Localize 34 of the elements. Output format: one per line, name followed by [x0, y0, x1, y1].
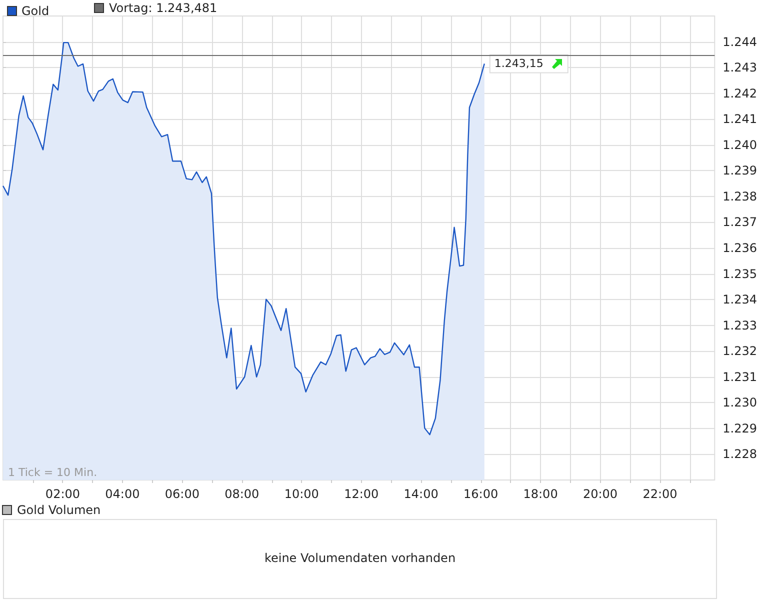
text: keine Volumendaten vorhanden — [263, 551, 457, 565]
x-tick-label: 08:00 — [224, 487, 260, 501]
y-tick-label: 1.239 — [722, 164, 758, 178]
x-tick-label: 14:00 — [404, 487, 438, 501]
y-tick-label: 1.237 — [722, 215, 758, 230]
y-tick-label: 1.228 — [722, 447, 758, 462]
x-tick-label: 02:00 — [45, 487, 80, 501]
y-tick-label: 1.242 — [722, 86, 758, 100]
y-tick-label: 1.238 — [722, 189, 758, 204]
y-tick-label: 1.240 — [722, 138, 758, 152]
y-tick-label: 1.230 — [722, 396, 758, 410]
y-tick-label: 1.244 — [722, 34, 758, 49]
x-tick-label: 10:00 — [284, 487, 319, 501]
text: Gold Volumen — [17, 503, 101, 517]
legend-label: Gold — [22, 4, 50, 18]
y-tick-label: 1.236 — [722, 241, 758, 255]
x-tick-label: 18:00 — [523, 487, 558, 501]
legend-label: Vortag: 1.243,481 — [109, 1, 218, 15]
x-tick-label: 22:00 — [642, 487, 678, 501]
data-label: 1.243,15 — [494, 57, 544, 70]
annotation: 1 Tick = 10 Min. — [8, 466, 98, 479]
x-tick-label: 16:00 — [464, 487, 498, 501]
y-tick-label: 1.235 — [722, 266, 758, 281]
y-tick-label: 1.232 — [722, 344, 758, 358]
x-tick-label: 04:00 — [105, 487, 140, 501]
y-tick-label: 1.241 — [722, 112, 758, 126]
y-tick-label: 1.234 — [722, 292, 758, 307]
y-tick-label: 1.231 — [722, 370, 758, 384]
y-tick-label: 1.233 — [722, 318, 758, 332]
x-tick-label: 20:00 — [582, 487, 618, 501]
x-tick-label: 06:00 — [164, 487, 200, 501]
y-tick-label: 1.243 — [722, 60, 758, 75]
x-tick-label: 12:00 — [344, 487, 379, 501]
y-tick-label: 1.229 — [722, 421, 758, 436]
